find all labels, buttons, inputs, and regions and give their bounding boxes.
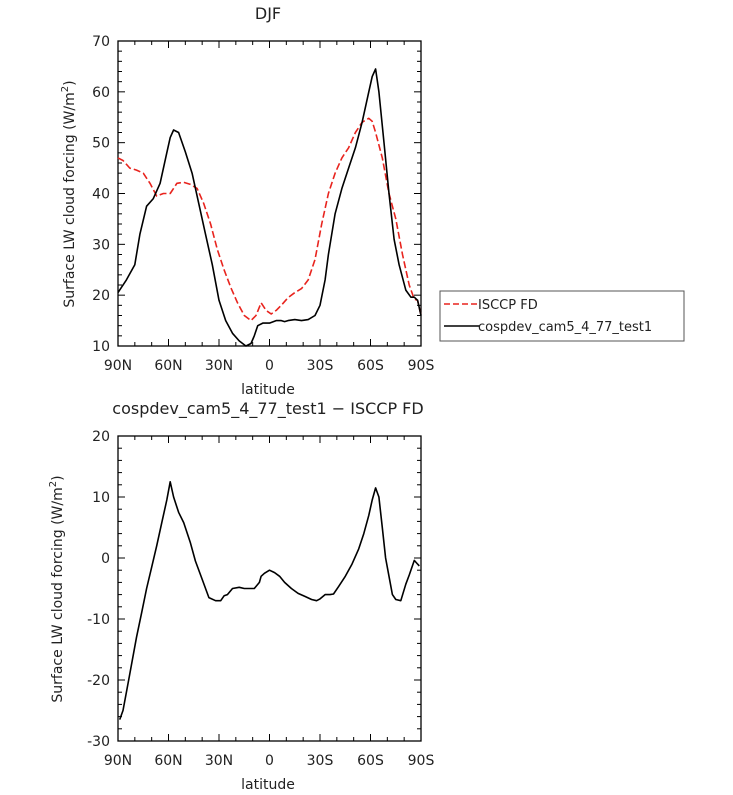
bottom-y-tick-label: -10 xyxy=(87,612,110,628)
bottom-series-group xyxy=(118,480,420,720)
top-y-tick-label: 10 xyxy=(92,339,110,355)
bottom-series-line-0 xyxy=(118,480,420,720)
bottom-y-axis-label-end: ) xyxy=(50,475,66,480)
top-x-tick-label: 0 xyxy=(265,358,274,374)
top-x-tick-label: 30S xyxy=(307,358,334,374)
top-y-tick-label: 60 xyxy=(92,85,110,101)
legend-label-model: cospdev_cam5_4_77_test1 xyxy=(478,320,652,335)
top-chart-title: DJF xyxy=(255,4,281,23)
bottom-y-axis-label-sup: 2 xyxy=(48,481,59,487)
bottom-y-tick-label: -20 xyxy=(87,673,110,689)
bottom-y-tick-label: 0 xyxy=(101,551,110,567)
top-y-tick-label: 70 xyxy=(92,34,110,50)
top-y-tick-label: 50 xyxy=(92,136,110,152)
legend-label-isccp: ISCCP FD xyxy=(478,298,538,313)
top-y-tick-label: 20 xyxy=(92,288,110,304)
bottom-x-tick-label: 60N xyxy=(154,753,182,769)
bottom-x-axis-label: latitude xyxy=(241,777,295,793)
top-x-axis: 90N 60N 30N 0 30S 60S 90S xyxy=(104,41,435,374)
top-y-axis: 10 20 30 40 50 60 70 xyxy=(92,34,421,355)
bottom-panel: cospdev_cam5_4_77_test1 − ISCCP FD -30 -2… xyxy=(48,399,434,793)
legend-box xyxy=(439,290,685,342)
top-x-tick-label: 60S xyxy=(357,358,384,374)
bottom-chart-title: cospdev_cam5_4_77_test1 − ISCCP FD xyxy=(112,399,423,419)
bottom-x-axis: 90N 60N 30N 0 30S 60S 90S xyxy=(104,436,435,769)
top-series-group xyxy=(117,68,422,347)
top-x-tick-label: 60N xyxy=(154,358,182,374)
bottom-x-tick-label: 90N xyxy=(104,753,132,769)
top-y-tick-label: 30 xyxy=(92,237,110,253)
bottom-y-axis: -30 -20 -10 0 10 20 xyxy=(87,429,421,750)
top-y-axis-label-end: ) xyxy=(62,80,78,85)
legend: ISCCP FD cospdev_cam5_4_77_test1 xyxy=(439,290,685,342)
top-x-tick-label: 30N xyxy=(205,358,233,374)
bottom-x-tick-label: 30S xyxy=(307,753,334,769)
top-series-line-1 xyxy=(117,68,422,347)
top-y-axis-label-main: Surface LW cloud forcing (W/m xyxy=(62,92,78,307)
top-x-tick-label: 90N xyxy=(104,358,132,374)
top-y-axis-label-sup: 2 xyxy=(60,86,71,92)
top-series-line-0 xyxy=(117,117,422,322)
bottom-y-axis-label: Surface LW cloud forcing (W/m2) xyxy=(48,475,66,702)
bottom-y-axis-label-main: Surface LW cloud forcing (W/m xyxy=(50,487,66,702)
top-x-tick-label: 90S xyxy=(408,358,435,374)
bottom-y-tick-label: -30 xyxy=(87,734,110,750)
top-x-axis-label: latitude xyxy=(241,382,295,398)
top-y-tick-label: 40 xyxy=(92,187,110,203)
bottom-x-tick-label: 90S xyxy=(408,753,435,769)
bottom-x-tick-label: 60S xyxy=(357,753,384,769)
top-panel: DJF 10 20 30 40 50 60 70 90N 60N 30N 0 30S 60S 90S l… xyxy=(60,4,685,398)
bottom-x-tick-label: 30N xyxy=(205,753,233,769)
bottom-x-tick-label: 0 xyxy=(265,753,274,769)
top-y-axis-label: Surface LW cloud forcing (W/m2) xyxy=(60,80,78,307)
bottom-plot-frame xyxy=(117,435,422,742)
bottom-y-tick-label: 20 xyxy=(92,429,110,445)
bottom-y-tick-label: 10 xyxy=(92,490,110,506)
